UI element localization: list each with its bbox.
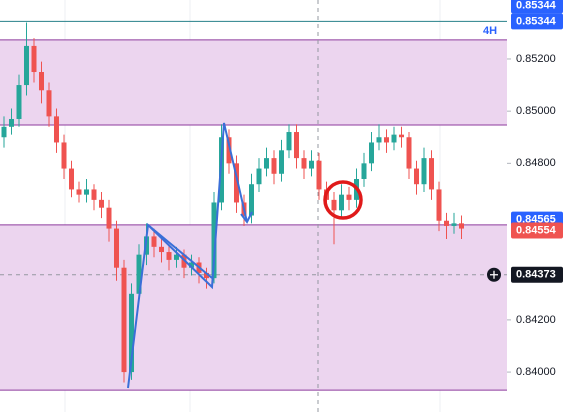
candle-body [69, 168, 74, 190]
price-tag-label: 0.85344 [516, 0, 557, 11]
candle-body [384, 137, 389, 143]
price-tag-label: 0.84373 [516, 269, 556, 281]
y-tick-label: 0.84800 [516, 157, 556, 169]
candle-body [31, 45, 37, 73]
price-tag [511, 266, 563, 283]
candle-body [121, 267, 127, 373]
candle-body [459, 223, 464, 229]
candle-body [339, 194, 344, 211]
y-tick-label: 0.84200 [516, 314, 556, 326]
y-tick-label: 0.85200 [516, 53, 556, 65]
candle-body [414, 168, 419, 185]
zone [0, 224, 507, 391]
candle-body [99, 199, 104, 208]
candle-body [256, 168, 262, 185]
price-tag [511, 222, 563, 239]
candle-body [174, 254, 179, 260]
candle-body [39, 72, 44, 91]
candle-body [429, 158, 434, 190]
candle-body [76, 189, 82, 195]
candle-body [331, 199, 337, 211]
price-tag-label: 0.85344 [516, 15, 557, 27]
candle-body [211, 202, 217, 279]
candle-body [346, 194, 352, 200]
candle-body [286, 132, 292, 151]
candle-body [249, 184, 254, 216]
price-tag [511, 13, 563, 30]
zone [0, 39, 507, 125]
candle-body [361, 163, 367, 179]
candle-body [444, 220, 449, 226]
candle-body [264, 158, 269, 169]
y-tick-label: 0.85000 [516, 105, 556, 117]
candle-body [406, 137, 412, 169]
candle-body [9, 118, 14, 127]
price-axis [507, 0, 582, 412]
highlight-circle [323, 180, 363, 220]
candle-body [279, 150, 284, 174]
candle-body [369, 142, 374, 164]
price-tag-label: 0.84554 [516, 224, 557, 236]
candle-body [301, 158, 307, 169]
candle-body [54, 116, 59, 143]
crosshair-plus [490, 270, 498, 279]
candle-body [151, 236, 157, 247]
candle-body [376, 137, 382, 143]
candle-body [24, 45, 29, 86]
candle-body [129, 293, 134, 373]
candle-body [294, 132, 299, 159]
price-tag [511, 0, 563, 14]
candle-body [136, 254, 142, 294]
candle-body [226, 137, 232, 164]
candle-body [189, 262, 194, 268]
candle-body [144, 236, 149, 255]
candle-body [271, 158, 277, 174]
candle-body [436, 189, 442, 221]
candle-body [399, 134, 404, 138]
candle-body [159, 246, 164, 253]
candle-body [309, 160, 314, 169]
candle-body [451, 223, 457, 226]
y-tick-label: 0.84000 [516, 366, 556, 378]
candle-body [421, 158, 427, 185]
candle-body [204, 272, 209, 279]
candle-body [391, 134, 397, 143]
candle-body [61, 142, 67, 169]
candle-body [1, 126, 7, 138]
candle-body [106, 207, 112, 229]
candle-body [316, 160, 322, 190]
candle-body [46, 90, 52, 117]
candle-body [166, 252, 172, 260]
candle-body [84, 189, 89, 195]
candle-body [91, 189, 97, 200]
candle-body [234, 163, 239, 203]
candle-body [16, 85, 22, 119]
candle-body [114, 228, 119, 268]
timeframe: 4H [483, 25, 497, 37]
drawing [127, 122, 253, 389]
